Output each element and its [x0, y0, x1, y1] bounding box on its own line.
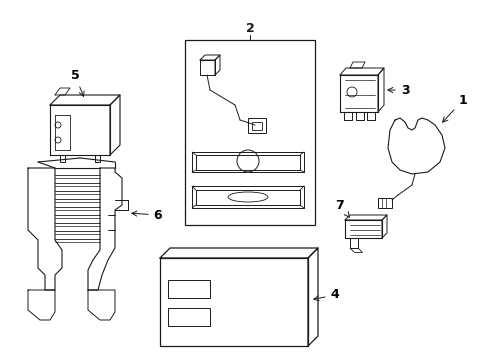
- Bar: [247, 118, 265, 133]
- Bar: [377, 198, 391, 208]
- Text: 5: 5: [70, 68, 84, 96]
- Text: 1: 1: [442, 94, 467, 122]
- Text: 4: 4: [313, 288, 339, 302]
- Bar: [168, 308, 209, 326]
- Text: 2: 2: [245, 22, 254, 35]
- Bar: [168, 280, 209, 298]
- Bar: [160, 258, 307, 346]
- Text: 3: 3: [387, 84, 408, 96]
- Bar: [184, 40, 314, 225]
- Text: 6: 6: [132, 208, 162, 221]
- Bar: [251, 122, 262, 130]
- Text: 7: 7: [335, 198, 348, 217]
